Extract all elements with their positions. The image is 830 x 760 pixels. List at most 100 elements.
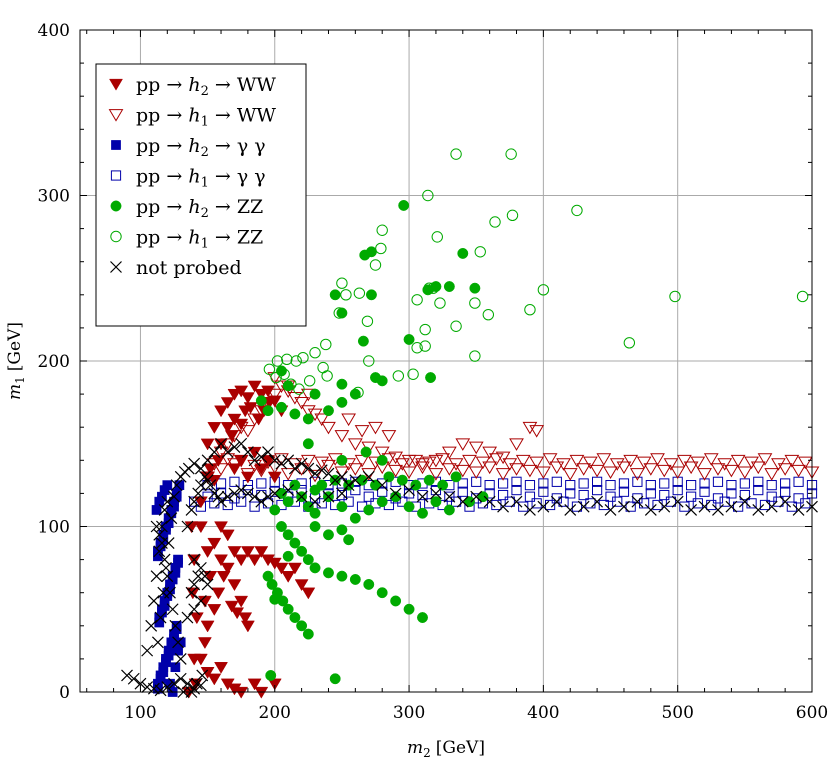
axis-ticks: 100 200 300 400 500 600 0 100 200 300 400 [38,21,829,723]
data-point-h1ww [656,464,672,478]
data-point-h2gg [173,645,183,656]
data-point-np [322,490,335,503]
data-point-h2zz [396,474,408,486]
data-point-np [443,490,456,503]
data-point-h2zz [336,454,348,466]
data-point-h2zz [336,396,348,408]
data-point-h2gg [170,662,181,673]
data-point-h2zz [289,612,301,623]
data-point-h2zz [376,587,388,599]
data-point-np [168,490,180,503]
data-point-h2ww [240,392,255,405]
data-point-h1zz [423,282,435,294]
data-point-np [185,586,198,599]
data-point-h1ww [374,446,390,460]
data-point-h1ww [663,458,679,471]
data-point-h2zz [316,479,328,491]
data-point-h1gg [511,484,522,496]
data-point-h2ww [234,418,249,431]
data-point-h1ww [636,456,652,470]
data-point-np [215,437,227,450]
data-point-h2ww [220,422,235,434]
data-point-h2zz [266,578,278,590]
data-point-np [154,611,167,624]
data-point-h2zz [282,550,294,562]
data-point-h1zz [411,294,423,306]
data-point-h1zz [336,277,348,289]
data-point-np [282,484,295,497]
data-point-h1ww [495,468,511,481]
data-point-h1ww [401,454,417,468]
data-point-h1gg [618,486,630,497]
data-point-h2zz [390,491,402,503]
data-point-np [698,500,711,513]
data-point-h1zz [482,308,495,321]
data-point-np [362,470,375,483]
data-point-np [295,490,308,503]
data-point-h2zz [437,479,449,491]
y-axis-title: m1[GeV] [5,322,27,400]
data-point-np [188,553,201,566]
data-point-np [456,495,469,508]
data-point-h2zz [309,521,321,532]
data-point-h1zz [505,148,517,160]
data-point-h2ww [207,422,222,434]
data-point-h2ww [254,686,269,699]
data-point-h1zz [506,209,519,222]
legend-marker-h1zz [110,230,122,243]
data-point-h1ww [771,458,786,471]
y-tick-label: 400 [38,21,70,41]
data-point-h1zz [285,378,297,390]
data-point-np [248,490,261,503]
data-point-h2gg [159,601,170,611]
data-point-h2zz [323,405,334,417]
data-point-h1gg [511,476,522,487]
data-point-h1ww [529,425,545,438]
data-point-h1ww [529,456,545,470]
data-point-h2zz [410,479,422,491]
y-tick-label: 300 [38,187,70,207]
data-point-h1ww [421,456,437,470]
data-point-np [268,454,281,467]
legend-marker-h2gg [111,140,121,150]
data-point-np [161,570,174,583]
data-point-h1zz [419,323,431,336]
data-point-np [192,570,205,583]
x-tick-label: 200 [259,703,291,723]
data-point-h1ww [784,454,800,468]
data-point-np [192,487,205,500]
data-point-h1gg [524,491,536,502]
data-point-np [194,679,207,692]
data-point-h1zz [290,355,302,367]
data-point-h2ww [294,579,309,592]
data-point-h1ww [488,453,504,466]
data-point-h2zz [336,524,348,536]
data-point-h2ww [224,600,239,613]
data-point-h1zz [427,282,439,294]
data-point-h2zz [360,446,372,458]
data-point-h1ww [495,451,511,465]
data-point-h1gg [524,480,536,491]
data-point-h1ww [475,456,491,470]
data-point-np [376,479,389,492]
data-point-np [194,479,207,492]
data-point-h1ww [441,446,457,460]
data-point-h1ww [388,464,404,478]
data-point-h1gg [699,486,710,497]
data-point-h1ww [455,464,471,478]
data-point-h2zz [329,673,341,685]
data-point-h1zz [434,297,446,309]
data-point-h2zz [296,545,308,557]
data-point-h1ww [515,454,531,468]
data-point-np [151,636,164,649]
data-point-h1gg [578,478,589,489]
data-point-h2zz [430,496,442,508]
data-point-h1zz [469,297,481,309]
data-point-np [631,495,644,508]
data-point-h1zz [361,315,374,327]
data-point-np [145,619,158,632]
series-h2ww [181,380,316,699]
data-point-h1ww [690,456,706,470]
data-point-h2zz [302,438,314,450]
data-point-h2zz [469,282,481,294]
